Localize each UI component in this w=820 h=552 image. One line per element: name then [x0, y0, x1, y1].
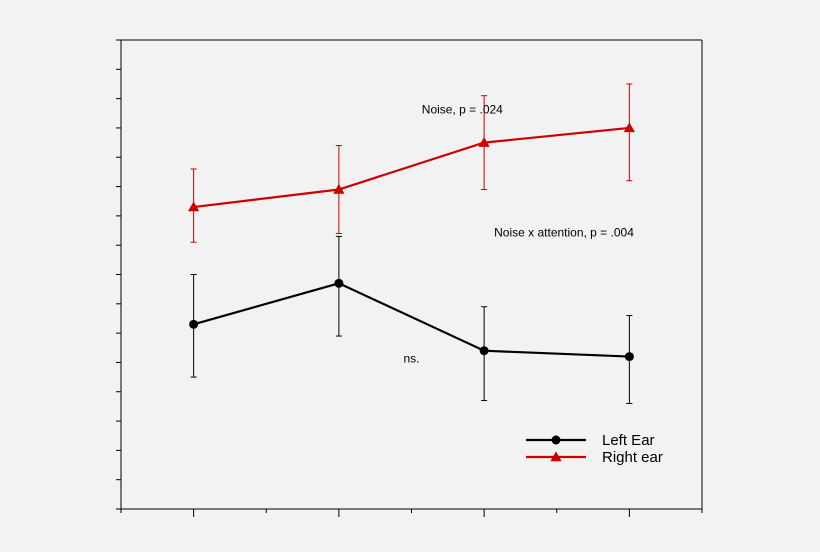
legend-label: Right ear: [602, 449, 663, 466]
data-point: [189, 319, 199, 329]
annotation-label: Noise x attention, p = .004: [494, 225, 634, 239]
series-left-ear: [189, 235, 634, 404]
series-line: [193, 282, 630, 358]
data-point: [479, 346, 489, 356]
annotation-layer: Noise, p = .024 Noise x attention, p = .0…: [403, 102, 634, 365]
data-point: [624, 352, 634, 362]
legend-label: Left Ear: [602, 432, 655, 449]
legend-entry: Left Ear: [526, 432, 655, 449]
legend-entry: Right ear: [526, 449, 663, 466]
data-point: [478, 136, 490, 147]
legend-marker: [550, 451, 562, 462]
series-layer: [188, 83, 635, 404]
axes: [116, 39, 703, 517]
data-point: [188, 201, 200, 212]
series-right-ear: [188, 83, 635, 243]
series-line: [193, 126, 630, 209]
legend-marker: [551, 435, 561, 445]
data-point: [334, 278, 344, 288]
data-point: [333, 183, 345, 194]
data-point: [623, 122, 635, 133]
annotation-label: ns.: [403, 351, 419, 365]
annotation-label: Noise, p = .024: [422, 102, 503, 116]
